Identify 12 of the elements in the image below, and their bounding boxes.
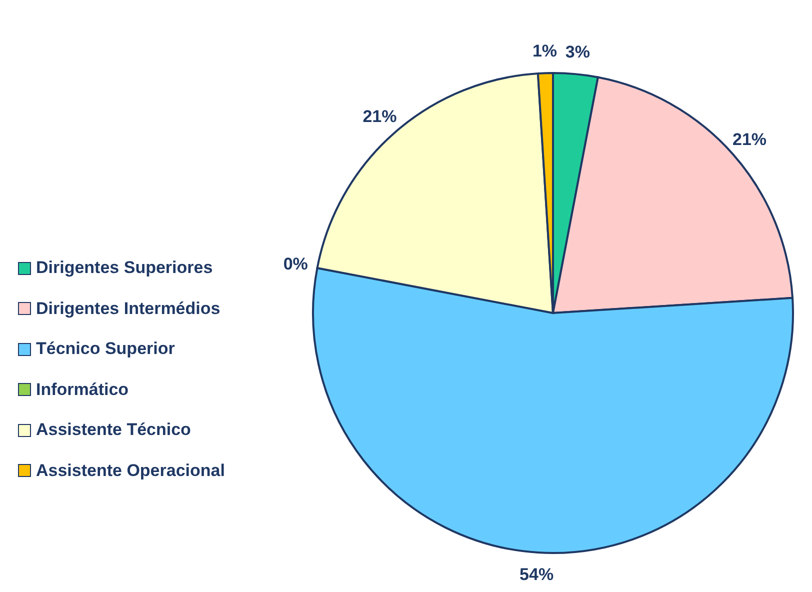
- legend-label: Assistente Técnico: [36, 420, 191, 440]
- data-label: 54%: [520, 564, 554, 584]
- data-label: 1%: [532, 42, 558, 61]
- legend-label: Assistente Operacional: [36, 460, 225, 481]
- data-label: 3%: [565, 42, 590, 62]
- data-label: 21%: [732, 130, 767, 150]
- legend-label: Dirigentes Intermédios: [36, 298, 220, 319]
- legend-label: Técnico Superior: [36, 339, 175, 360]
- legend-label: Informático: [36, 380, 129, 400]
- data-label: 21%: [362, 106, 397, 126]
- legend-label: Dirigentes Superiores: [36, 258, 213, 278]
- text: 0%: [283, 254, 308, 274]
